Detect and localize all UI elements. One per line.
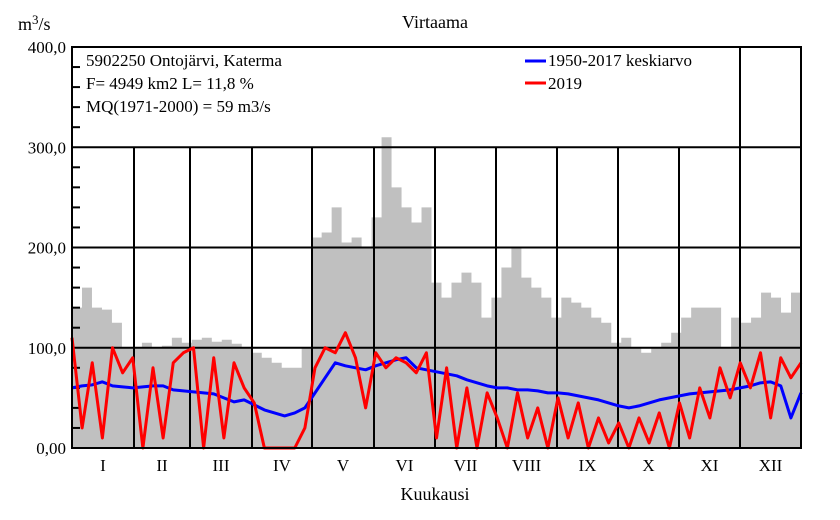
info-line-3: MQ(1971-2000) = 59 m3/s xyxy=(86,97,271,116)
x-axis-label: Kuukausi xyxy=(401,484,470,504)
month-label: XI xyxy=(701,456,719,475)
month-label: X xyxy=(642,456,654,475)
legend-label-mean: 1950-2017 keskiarvo xyxy=(548,51,692,70)
month-label: VI xyxy=(396,456,414,475)
series-2019 xyxy=(70,331,803,450)
y-tick-label: 300,0 xyxy=(28,138,66,157)
y-tick-label: 100,0 xyxy=(28,339,66,358)
y-axis-label: m3/s xyxy=(18,12,51,34)
y-tick-label: 200,0 xyxy=(28,239,66,258)
month-label: IV xyxy=(273,456,292,475)
info-line-1: 5902250 Ontojärvi, Katerma xyxy=(86,51,282,70)
y-tick-label: 400,0 xyxy=(28,38,66,57)
series-1950-2017-keskiarvo xyxy=(71,356,803,420)
chart-title: Virtaama xyxy=(402,12,468,32)
month-label: I xyxy=(100,456,106,475)
info-line-2: F= 4949 km2 L= 11,8 % xyxy=(86,74,254,93)
month-label: IX xyxy=(579,456,597,475)
month-label: VII xyxy=(454,456,478,475)
month-label: V xyxy=(337,456,350,475)
month-label: VIII xyxy=(512,456,542,475)
max-flow-area xyxy=(72,137,801,448)
month-label: III xyxy=(213,456,230,475)
plot-frame xyxy=(71,46,802,449)
y-tick-label: 0,00 xyxy=(36,439,66,458)
month-label: XII xyxy=(759,456,783,475)
month-label: II xyxy=(156,456,168,475)
legend-label-2019: 2019 xyxy=(548,74,582,93)
